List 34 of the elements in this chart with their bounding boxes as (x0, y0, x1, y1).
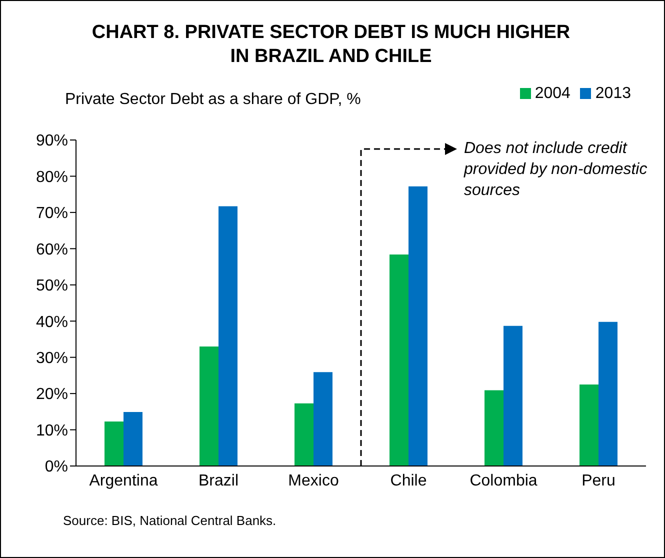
bar (504, 326, 522, 466)
bar (598, 322, 618, 466)
y-tick-label: 60% (36, 241, 68, 258)
x-tick-label: Colombia (470, 472, 538, 490)
x-tick-label: Argentina (89, 472, 158, 490)
x-tick-label: Peru (582, 472, 616, 490)
y-tick-label: 70% (36, 205, 68, 222)
bar (390, 254, 408, 466)
y-tick-label: 30% (36, 350, 68, 368)
chart-title: CHART 8. PRIVATE SECTOR DEBT IS MUCH HIGHER IN BRAZIL AND CHILE (91, 21, 571, 69)
y-tick-label: 50% (36, 278, 68, 295)
bar (294, 403, 314, 466)
x-tick-label: Mexico (288, 472, 339, 490)
y-tick-label: 20% (36, 386, 68, 404)
legend-label: 2004 (534, 85, 570, 102)
y-tick-label: 0% (44, 458, 68, 476)
bar (200, 346, 218, 466)
legend-label: 2013 (595, 85, 631, 102)
y-tick-label: 80% (36, 168, 68, 186)
y-tick-label: 90% (36, 132, 68, 150)
bar (580, 384, 598, 466)
x-tick-label: Chile (390, 472, 427, 490)
bar (124, 412, 142, 466)
x-tick-label: Brazil (198, 472, 239, 490)
source-note: Source: BIS, National Central Banks. (63, 513, 276, 528)
annotation: Does not include credit provided by non-domestic sources (464, 139, 648, 201)
y-tick-label: 40% (36, 314, 68, 331)
bar (484, 390, 504, 466)
bar (314, 372, 332, 466)
y-tick-label: 10% (36, 422, 68, 440)
bar (218, 206, 238, 466)
bar (104, 421, 124, 466)
y-axis-title: Private Sector Debt as a share of GDP, % (65, 91, 361, 109)
bar (408, 186, 428, 466)
